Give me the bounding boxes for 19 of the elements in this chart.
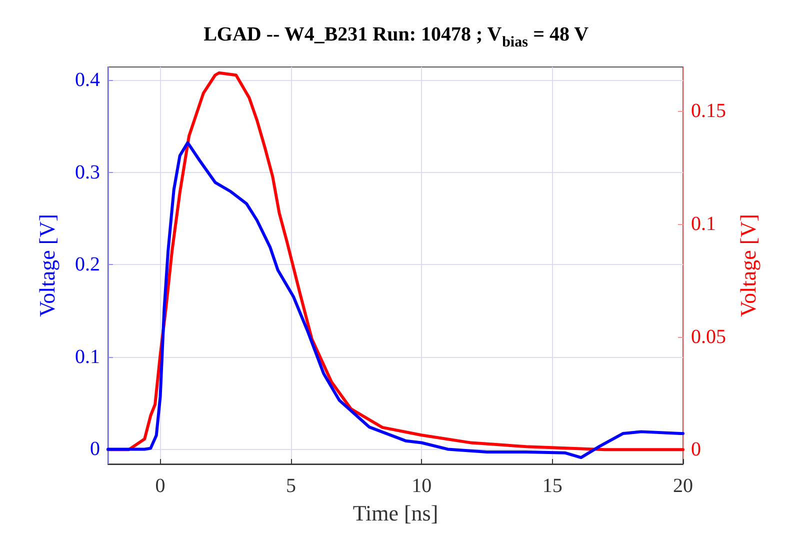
- x-tick-label: 15: [542, 475, 562, 497]
- y2-tick-label: 0.1: [691, 212, 716, 235]
- y2-tick-label: 0.15: [691, 100, 726, 122]
- x-tick-label: 5: [286, 475, 296, 497]
- line-series: [106, 71, 684, 452]
- y2-tick-label: 0: [691, 438, 701, 461]
- y2-axis-title: Voltage [V]: [735, 214, 760, 317]
- y-tick-label: 0.4: [75, 68, 100, 91]
- x-axis-title: Time [ns]: [352, 500, 438, 526]
- line-series: [106, 141, 684, 460]
- y2-tick-label: 0.05: [691, 326, 726, 348]
- x-tick-label: 10: [412, 475, 432, 497]
- y-tick-label: 0.3: [75, 161, 100, 184]
- y-axis-title: Voltage [V]: [34, 214, 60, 317]
- x-tick-label: 20: [673, 475, 693, 497]
- y-tick-label: 0.2: [75, 254, 100, 276]
- x-tick-label: 0: [155, 475, 166, 497]
- y-tick-label: 0.1: [75, 346, 100, 368]
- y-tick-label: 0: [90, 438, 100, 460]
